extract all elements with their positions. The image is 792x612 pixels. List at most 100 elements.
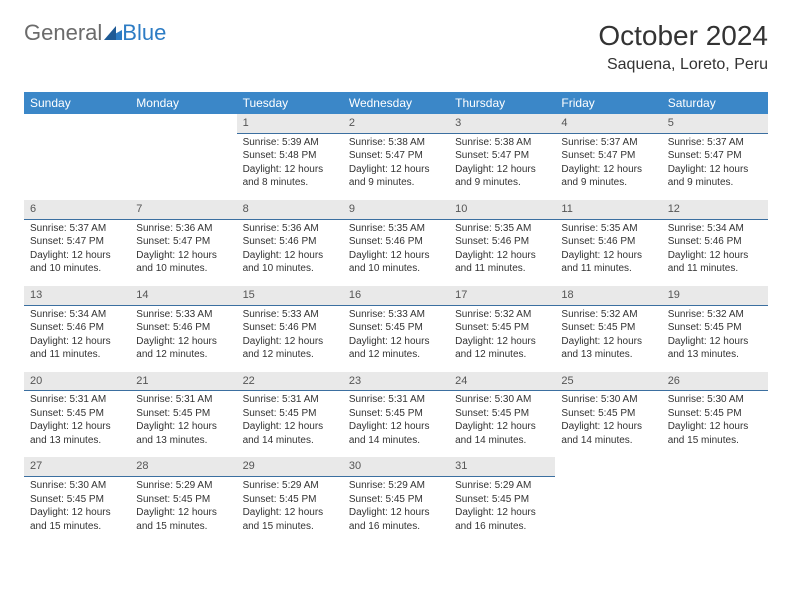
logo-text-general: General (24, 20, 102, 46)
daylight-line: Daylight: 12 hours and 14 minutes. (455, 421, 536, 446)
sunrise-line: Sunrise: 5:30 AM (30, 480, 106, 491)
daylight-line: Daylight: 12 hours and 14 minutes. (349, 421, 430, 446)
calendar-cell: 7Sunrise: 5:36 AMSunset: 5:47 PMDaylight… (130, 200, 236, 286)
calendar-cell: 13Sunrise: 5:34 AMSunset: 5:46 PMDayligh… (24, 286, 130, 372)
daylight-line: Daylight: 12 hours and 16 minutes. (349, 507, 430, 532)
daylight-line: Daylight: 12 hours and 15 minutes. (243, 507, 324, 532)
sunrise-line: Sunrise: 5:38 AM (349, 137, 425, 148)
calendar-cell: 29Sunrise: 5:29 AMSunset: 5:45 PMDayligh… (237, 457, 343, 543)
sunrise-line: Sunrise: 5:39 AM (243, 137, 319, 148)
logo-text-blue: Blue (122, 20, 166, 46)
sunrise-line: Sunrise: 5:34 AM (668, 223, 744, 234)
sunset-line: Sunset: 5:46 PM (243, 322, 317, 333)
day-body: Sunrise: 5:34 AMSunset: 5:46 PMDaylight:… (24, 306, 130, 372)
sunrise-line: Sunrise: 5:29 AM (455, 480, 531, 491)
day-body: Sunrise: 5:29 AMSunset: 5:45 PMDaylight:… (237, 477, 343, 543)
day-number: 11 (555, 200, 661, 220)
calendar-cell: 20Sunrise: 5:31 AMSunset: 5:45 PMDayligh… (24, 372, 130, 458)
day-body: Sunrise: 5:35 AMSunset: 5:46 PMDaylight:… (555, 220, 661, 286)
day-number: 14 (130, 286, 236, 306)
calendar-cell: 14Sunrise: 5:33 AMSunset: 5:46 PMDayligh… (130, 286, 236, 372)
sunset-line: Sunset: 5:47 PM (349, 150, 423, 161)
sunrise-line: Sunrise: 5:35 AM (455, 223, 531, 234)
calendar-cell: 24 Sunrise: 5:30 AM Sunset: 5:45 PM Dayligh… (449, 372, 555, 458)
daylight-line: Daylight: 12 hours and 14 minutes. (561, 421, 642, 446)
daylight-line: Daylight: 12 hours and 16 minutes. (455, 507, 536, 532)
calendar-cell: 12Sunrise: 5:34 AMSunset: 5:46 PMDayligh… (662, 200, 768, 286)
day-body: Sunrise: 5:31 AMSunset: 5:45 PMDaylight:… (130, 391, 236, 457)
calendar-cell: 22Sunrise: 5:31 AMSunset: 5:45 PMDayligh… (237, 372, 343, 458)
day-number: 22 (237, 372, 343, 392)
sunset-line: Sunset: 5:47 PM (668, 150, 742, 161)
sunrise-line: Sunrise: 5:37 AM (668, 137, 744, 148)
sunrise-line: Sunrise: 5:29 AM (136, 480, 212, 491)
calendar-body: 1Sunrise: 5:39 AMSunset: 5:48 PMDaylight… (24, 114, 768, 543)
calendar-cell: 16Sunrise: 5:33 AMSunset: 5:45 PMDayligh… (343, 286, 449, 372)
calendar-cell: 23Sunrise: 5:31 AMSunset: 5:45 PMDayligh… (343, 372, 449, 458)
sunset-line: Sunset: 5:45 PM (668, 322, 742, 333)
sunset-line: Sunset: 5:46 PM (455, 236, 529, 247)
sunset-line: Sunset: 5:45 PM (349, 408, 423, 419)
day-body: Sunrise: 5:37 AMSunset: 5:47 PMDaylight:… (24, 220, 130, 286)
day-number: 13 (24, 286, 130, 306)
daylight-line: Daylight: 12 hours and 12 minutes. (455, 336, 536, 361)
calendar-cell: 9Sunrise: 5:35 AMSunset: 5:46 PMDaylight… (343, 200, 449, 286)
daylight-line: Daylight: 12 hours and 9 minutes. (349, 164, 430, 189)
day-body: Sunrise: 5:33 AMSunset: 5:45 PMDaylight:… (343, 306, 449, 372)
sunset-line: Sunset: 5:45 PM (668, 408, 742, 419)
calendar-cell: 30Sunrise: 5:29 AMSunset: 5:45 PMDayligh… (343, 457, 449, 543)
calendar-cell: 6Sunrise: 5:37 AMSunset: 5:47 PMDaylight… (24, 200, 130, 286)
header: General Blue October 2024 Saquena, Loret… (24, 20, 768, 74)
day-number: 5 (662, 114, 768, 134)
sunrise-line: Sunrise: 5:32 AM (668, 309, 744, 320)
sunrise-line: Sunrise: 5:30 AM (668, 394, 744, 405)
sunset-line: Sunset: 5:46 PM (243, 236, 317, 247)
calendar-cell (555, 457, 661, 543)
day-number: 24 (449, 372, 555, 392)
title-block: October 2024 Saquena, Loreto, Peru (598, 20, 768, 74)
daylight-line: Daylight: 12 hours and 13 minutes. (30, 421, 111, 446)
day-number: 18 (555, 286, 661, 306)
day-number: 1 (237, 114, 343, 134)
sunrise-line: Sunrise: 5:31 AM (136, 394, 212, 405)
day-number: 23 (343, 372, 449, 392)
day-body: Sunrise: 5:29 AMSunset: 5:45 PMDaylight:… (343, 477, 449, 543)
daylight-line: Daylight: 12 hours and 10 minutes. (349, 250, 430, 275)
weekday-header: Tuesday (237, 92, 343, 114)
calendar-cell: 3Sunrise: 5:38 AMSunset: 5:47 PMDaylight… (449, 114, 555, 200)
day-number: 16 (343, 286, 449, 306)
day-number: 10 (449, 200, 555, 220)
calendar-cell: 1Sunrise: 5:39 AMSunset: 5:48 PMDaylight… (237, 114, 343, 200)
calendar-cell (24, 114, 130, 200)
weekday-header: Wednesday (343, 92, 449, 114)
sunrise-line: Sunrise: 5:33 AM (243, 309, 319, 320)
day-body: Sunrise: 5:37 AMSunset: 5:47 PMDaylight:… (555, 134, 661, 200)
daylight-line: Daylight: 12 hours and 11 minutes. (561, 250, 642, 275)
day-number: 7 (130, 200, 236, 220)
sunset-line: Sunset: 5:45 PM (455, 494, 529, 505)
calendar-table: SundayMondayTuesdayWednesdayThursdayFrid… (24, 92, 768, 543)
day-body: Sunrise: 5:35 AMSunset: 5:46 PMDaylight:… (449, 220, 555, 286)
sunset-line: Sunset: 5:45 PM (243, 494, 317, 505)
weekday-header: Sunday (24, 92, 130, 114)
day-number: 8 (237, 200, 343, 220)
calendar-head: SundayMondayTuesdayWednesdayThursdayFrid… (24, 92, 768, 114)
location-text: Saquena, Loreto, Peru (598, 56, 768, 74)
daylight-line: Daylight: 12 hours and 15 minutes. (668, 421, 749, 446)
sunset-line: Sunset: 5:46 PM (30, 322, 104, 333)
day-number: 6 (24, 200, 130, 220)
day-number: 3 (449, 114, 555, 134)
day-body: Sunrise: 5:32 AMSunset: 5:45 PMDaylight:… (662, 306, 768, 372)
calendar-cell: 27Sunrise: 5:30 AMSunset: 5:45 PMDayligh… (24, 457, 130, 543)
sunrise-line: Sunrise: 5:31 AM (243, 394, 319, 405)
daylight-line: Daylight: 12 hours and 15 minutes. (136, 507, 217, 532)
sunrise-line: Sunrise: 5:33 AM (136, 309, 212, 320)
daylight-line: Daylight: 12 hours and 13 minutes. (561, 336, 642, 361)
sunset-line: Sunset: 5:45 PM (455, 408, 529, 419)
sunset-line: Sunset: 5:47 PM (30, 236, 104, 247)
day-body: Sunrise: 5:38 AM Sunset: 5:47 PM Daylight:… (343, 134, 449, 200)
sunrise-line: Sunrise: 5:30 AM (455, 394, 531, 405)
sunset-line: Sunset: 5:47 PM (455, 150, 529, 161)
sunset-line: Sunset: 5:45 PM (243, 408, 317, 419)
sunrise-line: Sunrise: 5:32 AM (561, 309, 637, 320)
